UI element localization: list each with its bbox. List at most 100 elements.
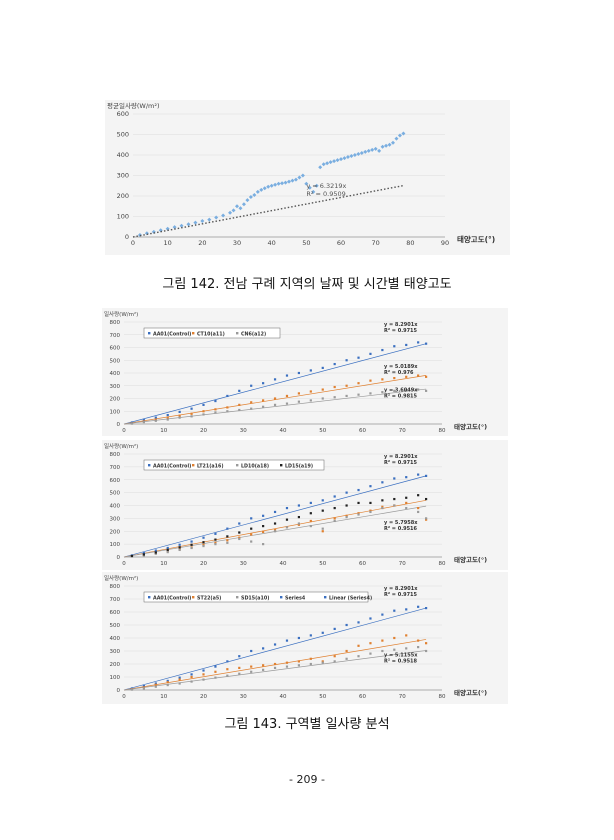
data-point bbox=[238, 522, 241, 525]
data-point bbox=[417, 494, 420, 497]
data-point bbox=[393, 477, 396, 480]
legend-entry: LT21(a16) bbox=[197, 463, 224, 469]
equation-label: y = 6.3219x bbox=[306, 182, 346, 190]
data-point bbox=[262, 405, 265, 408]
legend-marker bbox=[280, 464, 283, 467]
data-point bbox=[369, 510, 372, 514]
y-tick-label: 200 bbox=[110, 662, 121, 668]
data-point bbox=[417, 646, 420, 649]
data-point bbox=[285, 639, 289, 642]
data-point bbox=[238, 206, 243, 211]
data-point bbox=[425, 474, 428, 477]
data-point bbox=[357, 621, 360, 624]
data-point bbox=[366, 148, 371, 153]
data-point bbox=[262, 668, 265, 671]
data-point bbox=[202, 410, 205, 413]
data-point bbox=[166, 681, 169, 684]
data-point bbox=[166, 413, 169, 417]
data-point bbox=[321, 530, 324, 533]
data-point bbox=[290, 178, 295, 183]
data-point bbox=[297, 636, 300, 640]
data-point bbox=[381, 505, 384, 508]
data-point bbox=[309, 390, 312, 393]
trendline bbox=[123, 388, 427, 425]
equation-label: R² = 0.9715 bbox=[384, 460, 418, 466]
data-point bbox=[166, 416, 169, 419]
legend-marker bbox=[148, 332, 151, 335]
data-point bbox=[356, 151, 361, 156]
data-point bbox=[345, 515, 348, 519]
x-tick-label: 50 bbox=[319, 428, 326, 434]
page-number: - 209 - bbox=[289, 773, 325, 786]
data-point bbox=[142, 552, 145, 555]
data-point bbox=[417, 506, 420, 510]
trendline bbox=[123, 650, 427, 691]
x-tick-label: 80 bbox=[439, 694, 446, 700]
data-point bbox=[357, 513, 360, 516]
data-point bbox=[202, 536, 205, 539]
data-point bbox=[178, 546, 181, 549]
data-point bbox=[285, 374, 289, 377]
data-point bbox=[259, 187, 264, 192]
data-point bbox=[297, 515, 300, 519]
y-axis-label: 일사량(W/m²) bbox=[104, 442, 138, 450]
x-axis-label: 태양고도(°) bbox=[454, 555, 487, 564]
equation-label: R² = 0.9715 bbox=[384, 328, 418, 334]
data-point bbox=[214, 411, 217, 414]
data-point bbox=[345, 504, 348, 507]
data-point bbox=[273, 528, 277, 532]
x-tick-label: 70 bbox=[399, 694, 406, 700]
legend-box bbox=[143, 327, 281, 339]
data-point bbox=[273, 403, 277, 406]
legend-entry: AA01(Control) bbox=[153, 463, 191, 469]
y-tick-label: 400 bbox=[110, 636, 121, 642]
legend-marker bbox=[236, 332, 239, 335]
x-tick-label: 20 bbox=[198, 239, 206, 247]
data-point bbox=[381, 613, 384, 616]
y-axis-label: 일사량(W/m²) bbox=[104, 574, 138, 582]
legend-entry: AA01(Control) bbox=[153, 331, 191, 337]
x-tick-label: 10 bbox=[160, 428, 167, 434]
legend-entry: LD15(a19) bbox=[285, 463, 313, 469]
data-point bbox=[297, 371, 300, 375]
chart-svg: 일사량(W/m²)태양고도(°)010020030040050060070080… bbox=[104, 310, 487, 434]
data-point bbox=[250, 665, 253, 668]
data-point bbox=[381, 348, 384, 352]
legend-box bbox=[143, 591, 369, 603]
data-point bbox=[285, 526, 289, 529]
data-point bbox=[280, 181, 285, 186]
data-point bbox=[154, 418, 157, 421]
figure-caption-143: 그림 143. 구역별 일사량 분석 bbox=[224, 717, 390, 732]
data-point bbox=[300, 173, 305, 178]
data-point bbox=[214, 408, 217, 411]
data-point bbox=[214, 215, 219, 220]
x-tick-label: 0 bbox=[122, 561, 126, 567]
data-point bbox=[207, 217, 212, 222]
data-point bbox=[425, 389, 428, 392]
data-point bbox=[405, 343, 408, 347]
data-point bbox=[142, 685, 145, 688]
data-point bbox=[307, 185, 312, 190]
data-point bbox=[226, 535, 229, 538]
data-point bbox=[214, 538, 217, 541]
data-point bbox=[190, 673, 193, 676]
data-point bbox=[321, 660, 324, 663]
x-axis-label: 태양고도(°) bbox=[454, 688, 487, 697]
data-point bbox=[285, 665, 289, 668]
data-point bbox=[321, 509, 324, 512]
data-point bbox=[202, 673, 205, 676]
data-point bbox=[309, 512, 312, 515]
data-point bbox=[333, 627, 336, 630]
data-point bbox=[369, 642, 372, 645]
data-point bbox=[309, 657, 312, 660]
data-point bbox=[262, 186, 267, 191]
chart-zone-a11-a12: 일사량(W/m²) 태양고도(°) 0 100 200 300 400 500 600 700 80… bbox=[102, 308, 508, 436]
y-tick-label: 100 bbox=[110, 409, 121, 415]
legend-marker bbox=[324, 596, 327, 599]
data-point bbox=[202, 403, 205, 406]
data-point bbox=[154, 552, 157, 555]
data-point bbox=[345, 359, 348, 362]
equation-label: R² = 0.9509 bbox=[306, 190, 345, 198]
data-point bbox=[142, 687, 145, 690]
equation-label: R² = 0.976 bbox=[384, 370, 414, 376]
